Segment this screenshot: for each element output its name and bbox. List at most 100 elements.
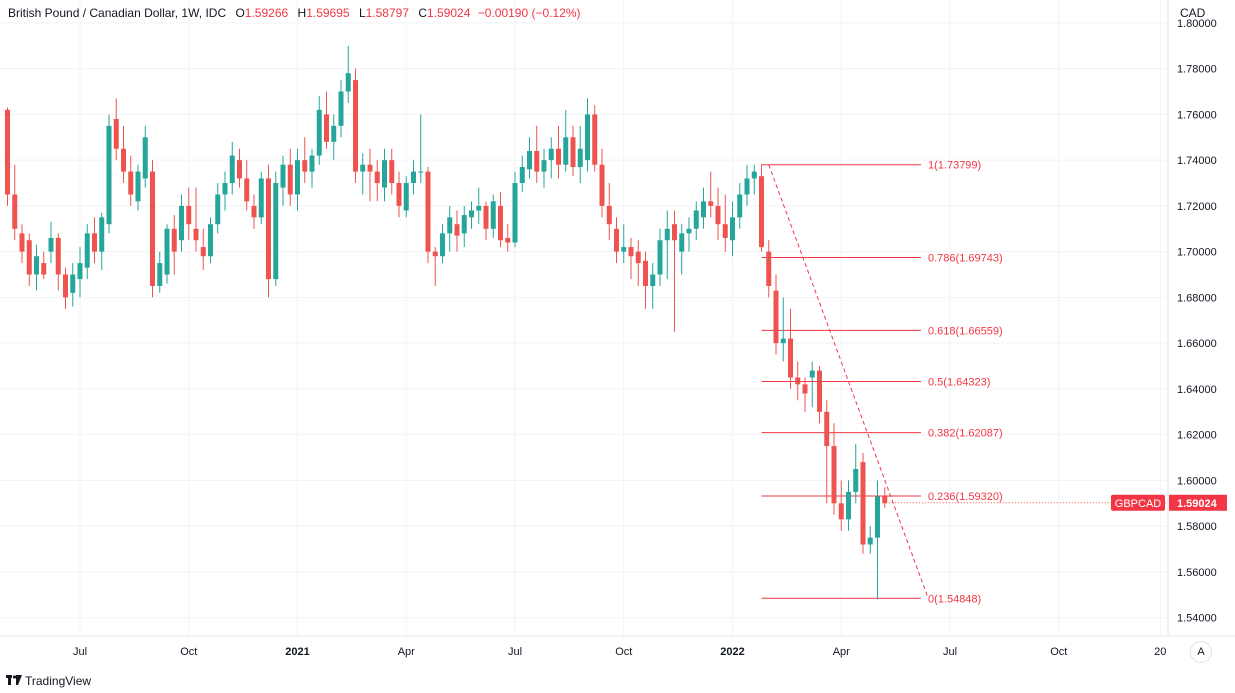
candle-body [287,164,293,195]
time-tick-label: 20 [1154,646,1166,658]
candle-body [476,205,482,211]
auto-scale-button[interactable]: A [1190,641,1212,663]
candle-body [382,160,387,188]
candle-body [106,125,112,225]
candle-body [556,148,561,165]
candle-body [92,233,97,252]
low-value: 1.58797 [365,6,410,20]
candle-body [99,217,105,252]
fib-level-label: 1(1.73799) [928,160,981,172]
axes: 1.54000 1.56000 1.58000 1.60000 1.62000 1.640… [0,0,1235,658]
candle-body [200,247,206,257]
candle-body [672,224,677,241]
fib-level-label: 0.5(1.64323) [928,377,990,389]
price-tick-label: 1.72000 [1177,201,1217,213]
candle-body [84,233,90,268]
price-tick-label: 1.70000 [1177,247,1217,259]
candle-body [135,171,141,202]
candlestick-series [5,45,888,600]
candle-body [454,224,460,236]
candle-body [63,274,68,298]
candle-body [280,164,286,188]
candle-body [650,274,656,286]
candle-body [19,233,25,252]
candle-body [150,171,155,286]
time-tick-label: Jul [508,646,522,658]
candle-body [570,137,576,168]
candle-body [606,205,612,225]
candle-body [505,237,511,243]
candle-body [251,205,257,218]
candle-body [5,109,10,195]
candle-body [512,183,518,243]
candle-body [686,228,692,234]
grid-layer [0,0,1168,636]
candle-body [353,80,358,172]
price-tick-label: 1.56000 [1177,567,1217,579]
candle-body [12,194,18,229]
candle-body [744,178,750,195]
candle-body [396,183,402,206]
open-value: 1.59266 [244,6,289,20]
candle-body [48,237,54,252]
candle-body [780,338,786,344]
candle-body [425,171,431,252]
candle-body [186,205,192,225]
candle-body [715,205,721,225]
candle-body [679,233,685,252]
candle-body [222,183,228,195]
candle-body [302,160,308,172]
candle-body [534,150,540,172]
candle-body [142,137,148,179]
fib-level-label: 0.236(1.59320) [928,491,1003,503]
candle-body [244,178,250,202]
candle-body [345,73,351,92]
tradingview-footer[interactable]: TradingView [6,674,91,688]
ticker-badge-label: GBPCAD [1115,498,1162,510]
price-tick-label: 1.58000 [1177,521,1217,533]
tradingview-brand: TradingView [25,674,92,688]
candle-body [643,260,648,286]
candle-body [41,263,47,275]
candle-body [621,247,627,252]
candle-body [824,411,830,447]
tradingview-logo-icon [6,674,22,688]
open-label: O [235,6,245,20]
candle-body [331,125,337,142]
candle-body [563,137,569,165]
candle-body [403,183,409,211]
candle-body [34,256,39,275]
candle-body [237,160,242,179]
price-tick-label: 1.74000 [1177,155,1217,167]
candle-body [26,240,32,275]
candle-body [374,171,380,184]
close-value: 1.59024 [427,6,471,20]
currency-label: CAD [1180,6,1206,20]
candle-body [751,171,757,179]
candle-body [411,171,416,184]
candle-body [817,370,822,412]
candle-body [389,160,395,184]
candle-body [548,148,554,161]
symbol-legend: British Pound / Canadian Dollar, 1W, IDC… [8,6,581,20]
candle-body [121,148,126,172]
candle-body [592,114,598,165]
candle-body [759,176,764,248]
candle-body [469,210,474,218]
close-label: C [418,6,428,20]
last-price-badge [1169,494,1227,511]
fib-level-label: 0.786(1.69743) [928,253,1003,265]
symbol-title: British Pound / Canadian Dollar, 1W, IDC [8,6,227,20]
price-tick-label: 1.68000 [1177,292,1217,304]
candle-body [418,171,424,173]
price-tick-label: 1.62000 [1177,430,1217,442]
candle-body [882,496,888,504]
candle-body [693,210,699,229]
candle-body [432,251,438,257]
price-tick-label: 1.76000 [1177,109,1217,121]
candle-body [55,237,61,275]
candle-body [208,224,213,257]
candle-body [831,446,837,504]
candle-body [519,167,525,184]
